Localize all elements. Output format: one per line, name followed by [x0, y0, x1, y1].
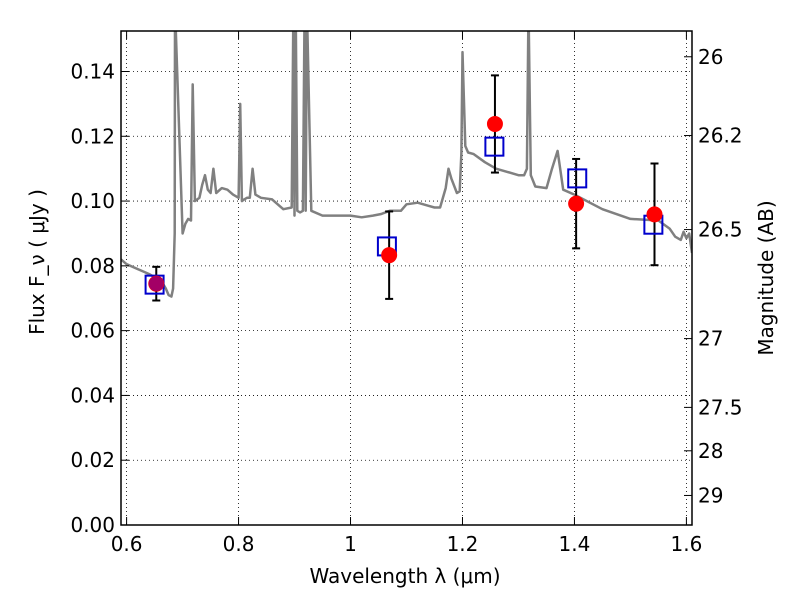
observed-point — [486, 115, 503, 132]
grid — [121, 31, 692, 526]
observed-point — [568, 195, 585, 212]
y-tick-label: 0.04 — [70, 383, 115, 407]
y-tick-label: 0.12 — [70, 124, 115, 148]
right-tick-label: 27.5 — [698, 395, 743, 419]
y-tick-label: 0.06 — [70, 319, 115, 343]
x-tick-label: 1 — [344, 532, 357, 556]
right-tick-label: 26.5 — [698, 218, 743, 242]
right-tick-label: 27 — [698, 327, 723, 351]
x-tick-label: 0.8 — [223, 532, 255, 556]
x-axis-title: Wavelength λ (μm) — [309, 564, 500, 588]
right-tick-label: 26.2 — [698, 124, 743, 148]
x-tick-label: 1.4 — [559, 532, 591, 556]
y-tick-label: 0.00 — [70, 513, 115, 537]
observed-point — [381, 247, 398, 264]
y-tick-label: 0.10 — [70, 189, 115, 213]
right-axis-title: Magnitude (AB) — [754, 200, 778, 355]
data-layer — [121, 31, 692, 302]
x-tick-label: 1.6 — [670, 532, 702, 556]
observed-point — [646, 206, 663, 223]
observed-point-overlap — [148, 276, 164, 292]
model-spectrum-line — [121, 31, 692, 298]
axes: 0.6 0.8 1 1.2 1.4 1.6 0.00 0.02 0.04 0.06 0.08 0.10… — [70, 30, 743, 556]
x-tick-label: 0.6 — [111, 532, 143, 556]
right-tick-label: 29 — [698, 483, 723, 507]
y-axis-title: Flux F_ν ( μJy ) — [25, 189, 49, 335]
y-tick-label: 0.02 — [70, 448, 115, 472]
model-band-point — [484, 136, 505, 157]
right-tick-label: 26 — [698, 45, 723, 69]
plot-frame — [120, 30, 693, 526]
right-tick-label: 28 — [698, 439, 723, 463]
y-tick-label: 0.08 — [70, 254, 115, 278]
y-tick-label: 0.14 — [70, 59, 115, 83]
model-band-point — [567, 168, 588, 189]
x-tick-label: 1.2 — [447, 532, 479, 556]
